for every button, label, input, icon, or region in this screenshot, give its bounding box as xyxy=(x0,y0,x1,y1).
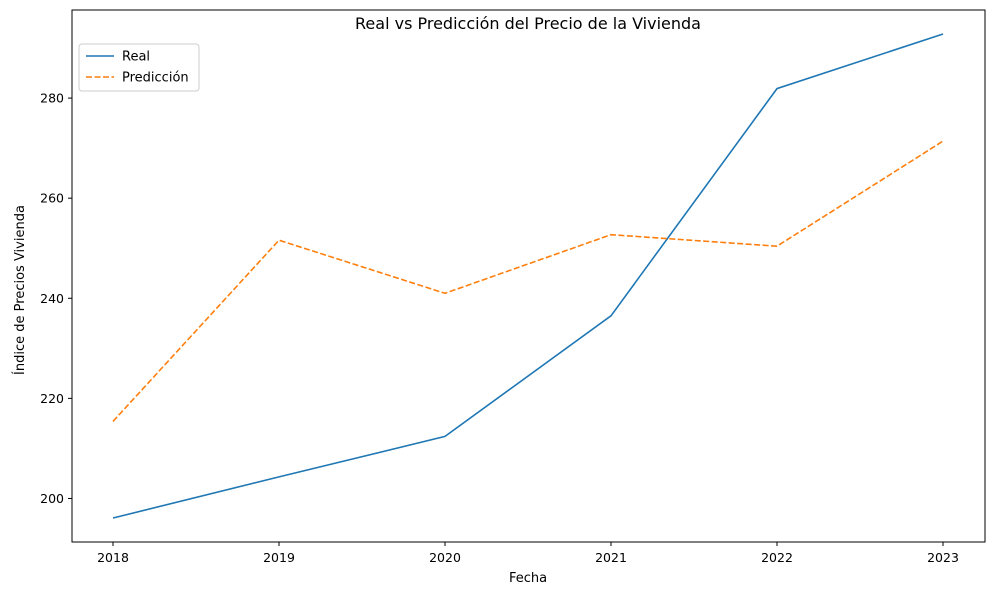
x-axis-label: Fecha xyxy=(509,571,547,586)
x-tick-label: 2018 xyxy=(97,550,129,565)
x-tick-label: 2021 xyxy=(595,550,627,565)
legend-label: Real xyxy=(122,50,150,65)
y-tick-label: 200 xyxy=(40,491,64,506)
y-tick-label: 260 xyxy=(40,191,64,206)
y-axis: 200 220 240 260 280 xyxy=(40,91,72,506)
x-tick-label: 2019 xyxy=(263,550,295,565)
series-line-0 xyxy=(112,33,944,519)
plot-frame xyxy=(71,9,986,543)
x-tick-label: 2020 xyxy=(429,550,461,565)
chart-title: Real vs Predicción del Precio de la Vivi… xyxy=(355,14,701,33)
y-tick-label: 220 xyxy=(40,391,64,406)
x-axis: 2018 2019 2020 2021 2022 2023 xyxy=(97,542,959,565)
series-line-1 xyxy=(112,140,944,422)
legend-label: Predicción xyxy=(122,71,189,86)
x-tick-label: 2023 xyxy=(927,550,959,565)
y-axis-label: Índice de Precios Vivienda xyxy=(12,205,28,375)
legend: Real Predicción xyxy=(78,43,200,92)
x-tick-label: 2022 xyxy=(761,550,793,565)
y-tick-label: 240 xyxy=(40,291,64,306)
y-tick-label: 280 xyxy=(40,91,64,106)
chart-marks xyxy=(112,33,944,519)
